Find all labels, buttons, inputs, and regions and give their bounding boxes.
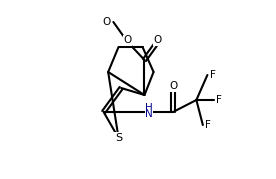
- Text: O: O: [153, 35, 161, 45]
- Text: N: N: [145, 109, 153, 119]
- Text: F: F: [205, 120, 211, 130]
- Text: H: H: [145, 103, 153, 113]
- Text: O: O: [169, 81, 177, 91]
- Text: O: O: [102, 17, 111, 27]
- Text: S: S: [115, 133, 122, 143]
- Text: F: F: [209, 70, 215, 80]
- Text: O: O: [123, 35, 132, 45]
- Text: F: F: [216, 95, 222, 105]
